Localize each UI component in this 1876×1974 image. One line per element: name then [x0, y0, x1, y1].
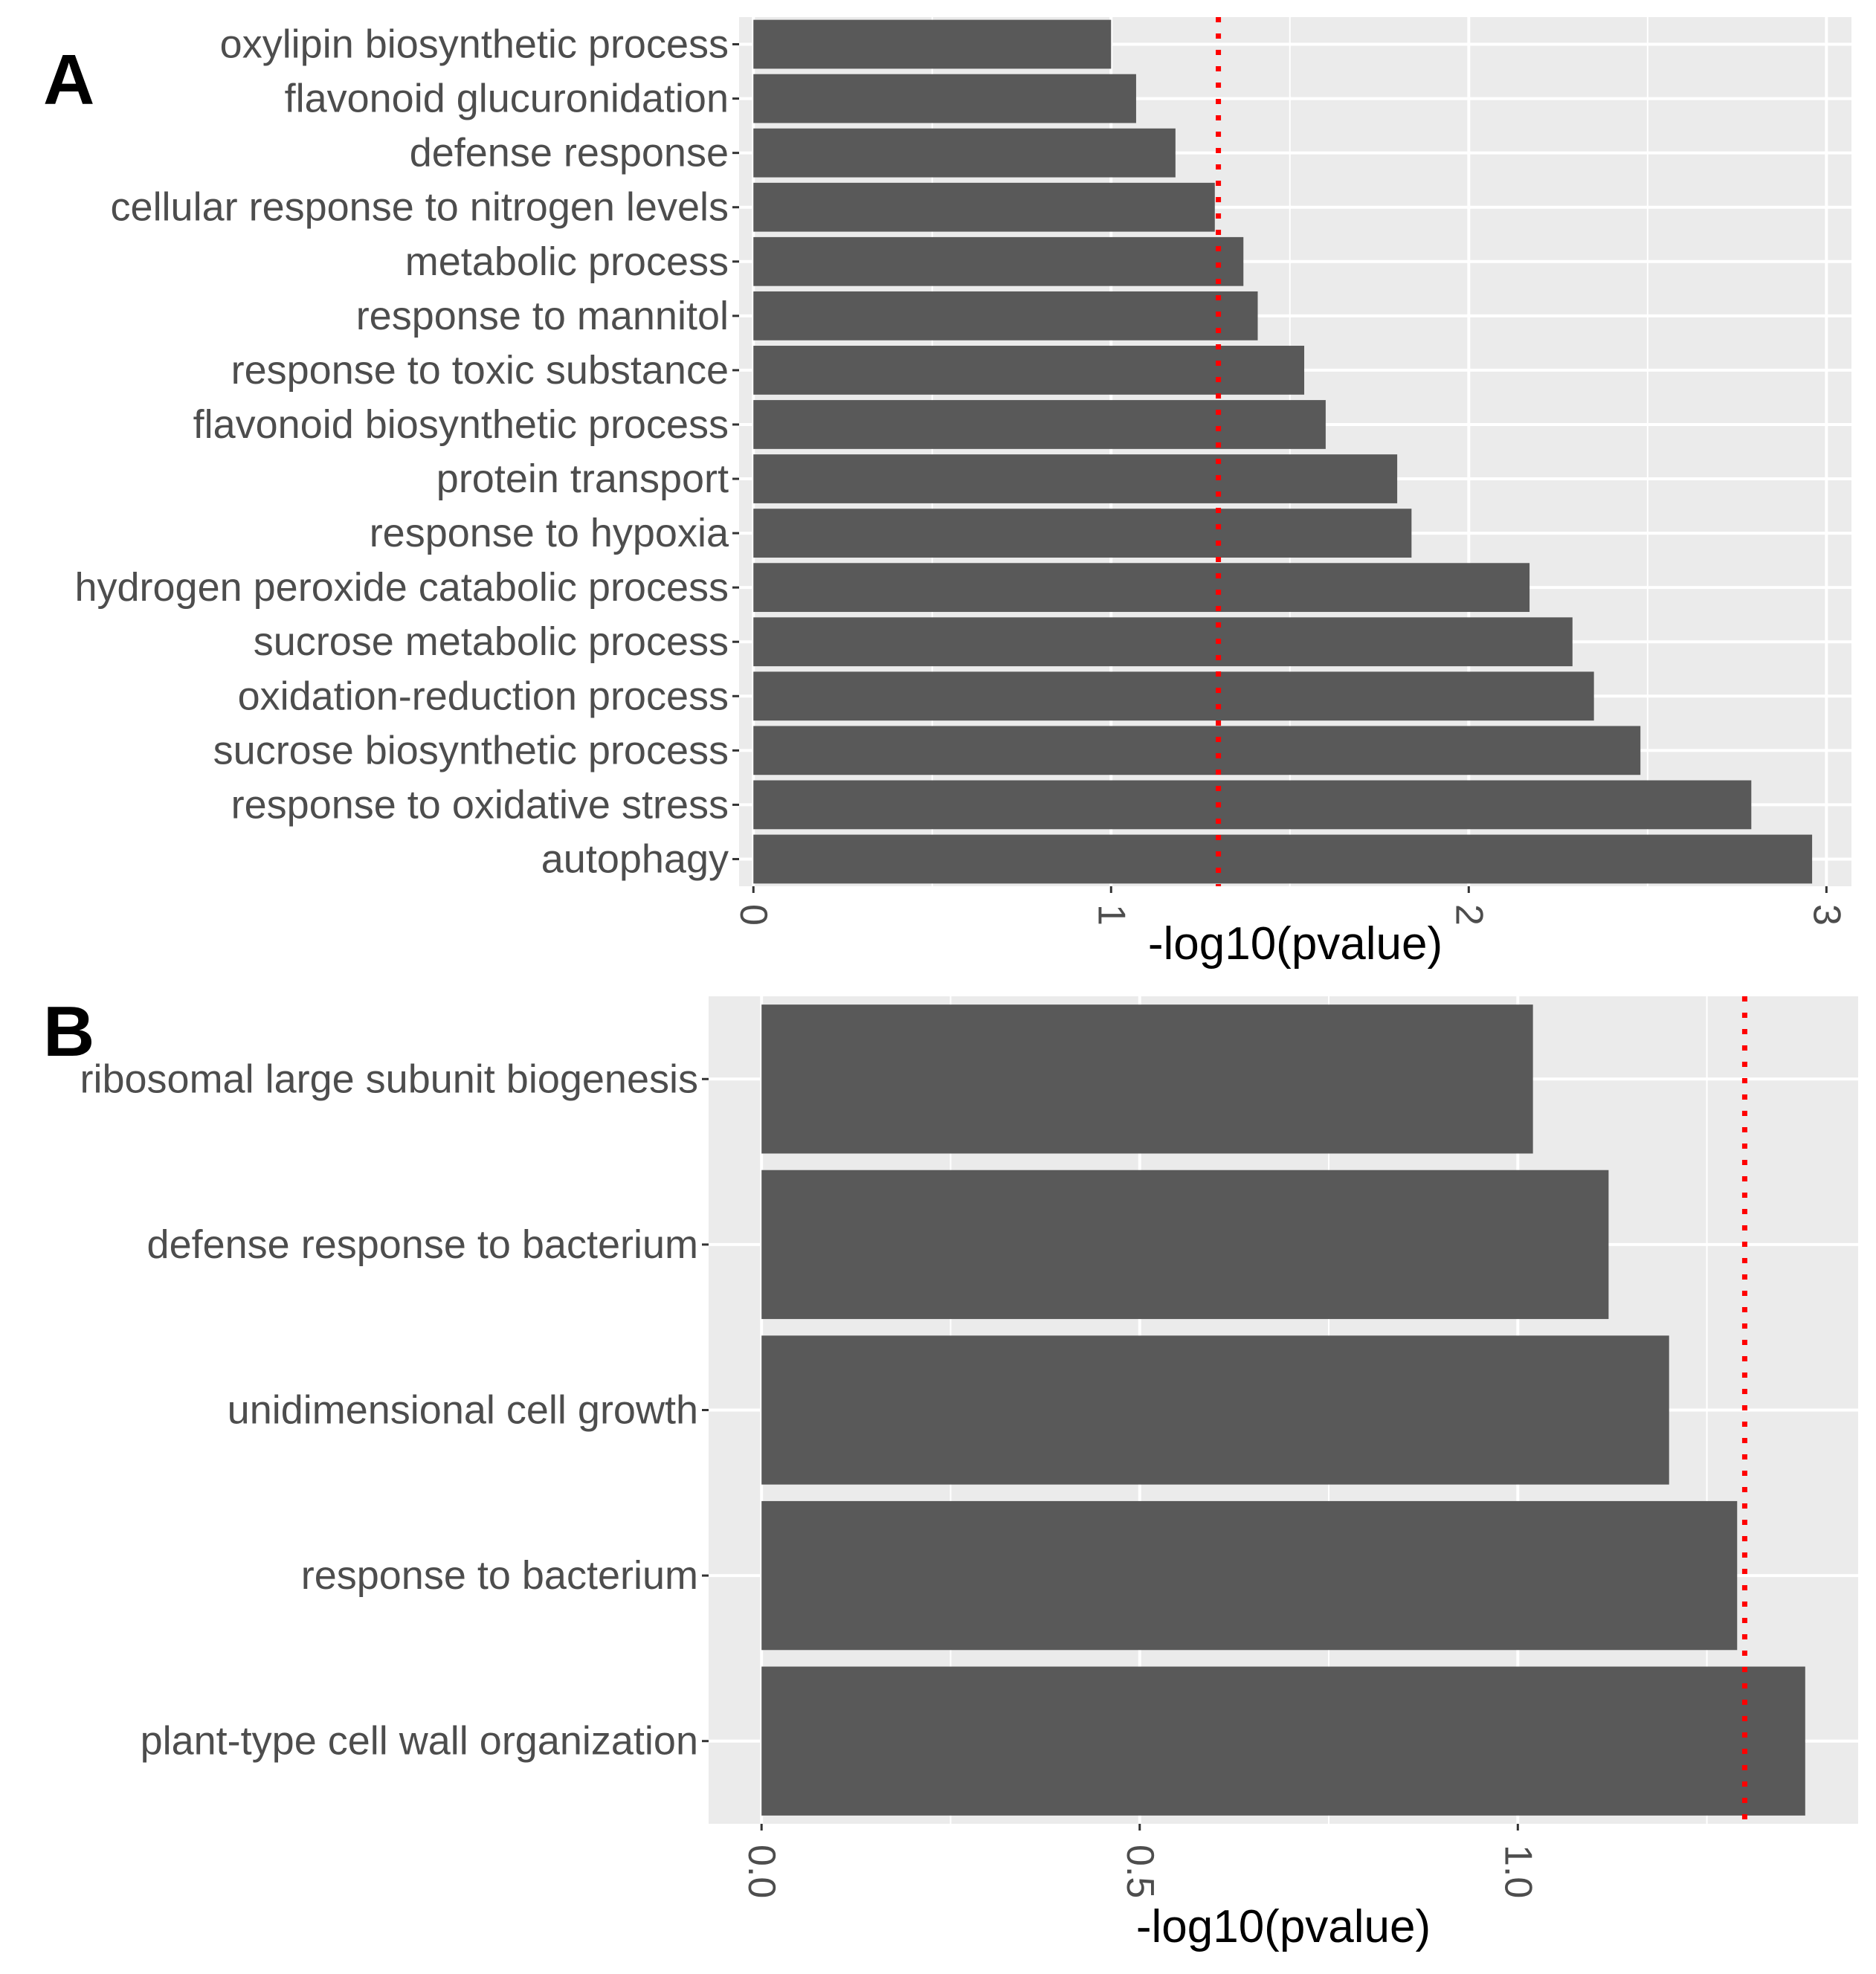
bar [753, 834, 1813, 884]
bar [761, 1170, 1609, 1320]
bar [761, 1004, 1533, 1154]
bar [761, 1666, 1805, 1816]
x-tick-label: 0 [732, 904, 775, 926]
category-label: oxidation-reduction process [238, 674, 729, 718]
x-axis-title: -log10(pvalue) [1148, 918, 1443, 970]
panel-a: oxylipin biosynthetic process flavonoid g… [43, 17, 1851, 970]
bar [761, 1500, 1738, 1651]
category-label: protein transport [436, 457, 729, 501]
bar [753, 780, 1752, 830]
x-tick-label: 1.0 [1496, 1845, 1539, 1898]
bar [753, 346, 1305, 395]
x-tick-label: 3 [1805, 904, 1848, 926]
bar [753, 617, 1573, 667]
bar [753, 454, 1398, 503]
panel-b: ribosomal large subunit biogenesis defens… [43, 992, 1858, 1952]
bar [753, 509, 1412, 558]
bar [753, 563, 1530, 613]
bar [753, 400, 1326, 449]
panel-letter: A [43, 40, 94, 120]
category-label: autophagy [541, 836, 729, 881]
panel-letter: B [43, 992, 94, 1071]
category-label: response to bacterium [301, 1553, 698, 1598]
bar [753, 726, 1641, 775]
bar [753, 74, 1136, 123]
category-label: sucrose biosynthetic process [213, 728, 729, 772]
bar [753, 236, 1244, 286]
category-label: defense response [410, 131, 729, 175]
category-label: response to toxic substance [231, 348, 729, 393]
bar [753, 19, 1112, 69]
category-label: unidimensional cell growth [228, 1388, 698, 1433]
category-label: ribosomal large subunit biogenesis [80, 1057, 699, 1101]
category-label: hydrogen peroxide catabolic process [74, 565, 729, 610]
category-label: oxylipin biosynthetic process [220, 22, 729, 67]
x-tick-label: 0.0 [740, 1845, 783, 1898]
bar [753, 291, 1258, 341]
category-label: cellular response to nitrogen levels [111, 185, 729, 230]
x-axis-title: -log10(pvalue) [1136, 1901, 1431, 1952]
category-label: response to mannitol [356, 294, 729, 338]
category-label: flavonoid glucuronidation [285, 77, 729, 121]
x-tick-label: 1 [1089, 904, 1132, 926]
category-label: defense response to bacterium [147, 1222, 698, 1267]
bar [753, 182, 1215, 232]
bar [761, 1335, 1669, 1485]
category-label: flavonoid biosynthetic process [193, 402, 729, 447]
category-label: plant-type cell wall organization [141, 1719, 698, 1764]
category-label: response to oxidative stress [231, 782, 729, 827]
category-label: metabolic process [405, 239, 729, 284]
bar [753, 671, 1594, 721]
bar [753, 128, 1176, 178]
category-label: response to hypoxia [370, 511, 729, 555]
x-tick-label: 0.5 [1118, 1845, 1161, 1898]
x-tick-label: 2 [1447, 904, 1490, 926]
category-label: sucrose metabolic process [254, 619, 729, 664]
